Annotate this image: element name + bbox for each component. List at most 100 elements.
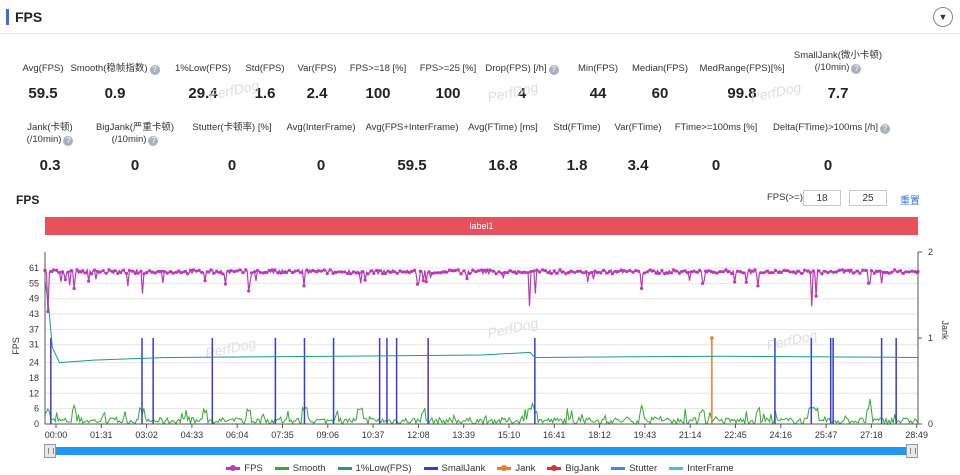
fps-point <box>747 268 751 272</box>
fps-point <box>779 270 783 275</box>
low1-series-line <box>44 280 919 364</box>
fps-point <box>840 268 844 272</box>
fps-point <box>506 270 510 275</box>
legend-item[interactable]: FPS <box>226 461 263 475</box>
fps-point <box>229 268 233 273</box>
legend-swatch <box>497 464 512 471</box>
x-tick-label: 25:47 <box>815 430 838 440</box>
collapse-icon[interactable]: ▼ <box>933 7 953 27</box>
fps-point <box>177 269 181 273</box>
legend-label: BigJank <box>565 462 600 474</box>
fps-point <box>180 271 184 275</box>
fps-point <box>785 268 789 273</box>
y-tick-label: 18 <box>29 373 39 383</box>
fps-point <box>127 268 131 273</box>
fps-point <box>581 271 585 275</box>
fps-point <box>363 278 367 282</box>
stat-label: FPS>=18 [%] <box>349 63 407 74</box>
stat-value: 60 <box>651 85 669 102</box>
fps-point <box>453 268 457 273</box>
stat-item: Avg(InterFrame) 0 <box>266 122 376 174</box>
fps-point <box>622 268 626 273</box>
legend-item[interactable]: Stutter <box>611 461 657 475</box>
fps-point <box>826 270 830 275</box>
fps-point <box>657 271 661 276</box>
fps-point <box>57 270 62 275</box>
help-icon[interactable]: ? <box>149 65 160 75</box>
stat-item: BigJank(严重卡顿) (/10min)? 0 <box>80 122 190 174</box>
fps-point <box>913 270 917 274</box>
help-icon[interactable]: ? <box>148 136 159 146</box>
stat-item: Jank(卡顿) (/10min)? 0.3 <box>0 122 105 174</box>
legend-label: FPS <box>244 462 263 474</box>
y-right-tick-label: 2 <box>928 247 933 257</box>
fps-point <box>797 269 801 273</box>
help-icon[interactable]: ? <box>851 64 862 74</box>
fps-point <box>802 268 807 272</box>
fps-point <box>346 271 350 276</box>
stat-item: Smooth(稳帧指数)? 0.9 <box>60 63 170 102</box>
fps-point <box>910 269 914 273</box>
fps-point <box>78 269 82 274</box>
fps-point <box>183 269 187 274</box>
fps-point <box>436 271 440 275</box>
fps-point <box>412 268 417 272</box>
timeline-scrollbar[interactable] <box>44 444 918 458</box>
smooth-series-line <box>44 398 919 426</box>
fps-point <box>226 269 230 273</box>
fps-point <box>328 268 332 272</box>
fps-point <box>191 268 196 272</box>
legend-item[interactable]: 1%Low(FPS) <box>337 461 412 475</box>
fps-point <box>69 269 73 273</box>
y-tick-label: 6 <box>34 404 39 414</box>
fps-point <box>296 269 300 273</box>
threshold-high-input[interactable] <box>849 190 887 206</box>
fps-point <box>389 270 393 274</box>
fps-point <box>450 268 454 273</box>
legend-swatch <box>669 466 684 470</box>
x-tick-label: 01:31 <box>90 430 113 440</box>
fps-point <box>875 269 879 274</box>
threshold-low-input[interactable] <box>803 190 841 206</box>
x-tick-label: 00:00 <box>45 430 68 440</box>
y-tick-label: 55 <box>29 278 39 288</box>
legend-item[interactable]: Jank <box>497 461 535 475</box>
fps-point <box>369 269 373 273</box>
fps-point <box>762 271 766 275</box>
fps-point <box>864 268 868 273</box>
legend-item[interactable]: BigJank <box>547 461 599 475</box>
help-icon[interactable]: ? <box>63 136 74 146</box>
x-tick-label: 04:33 <box>181 430 204 440</box>
scrollbar-right-handle[interactable] <box>906 444 918 458</box>
fps-point <box>168 270 172 274</box>
fps-point <box>767 271 772 275</box>
stat-item: Stutter(卡顿率) [%] 0 <box>177 122 287 174</box>
fps-point <box>264 270 268 275</box>
scrollbar-track[interactable] <box>52 447 910 455</box>
fps-point <box>584 270 588 274</box>
fps-point <box>133 271 137 276</box>
fps-point <box>599 271 603 275</box>
fps-point <box>555 271 559 275</box>
legend-item[interactable]: Smooth <box>274 461 326 475</box>
label-bar[interactable]: label1 <box>45 217 918 235</box>
fps-point <box>709 270 713 274</box>
legend-item[interactable]: InterFrame <box>669 461 734 475</box>
fps-point <box>380 272 385 276</box>
help-icon[interactable]: ? <box>548 65 559 75</box>
fps-point <box>410 269 414 273</box>
reset-link[interactable]: 重置 <box>900 196 920 207</box>
fps-point <box>273 268 277 272</box>
legend-item[interactable]: SmallJank <box>423 461 485 475</box>
fps-point <box>130 269 134 273</box>
fps-point <box>587 271 591 276</box>
help-icon[interactable]: ? <box>879 124 890 134</box>
stat-value: 3.4 <box>627 157 649 174</box>
stat-value: 0 <box>823 157 833 174</box>
fps-point <box>634 268 638 273</box>
fps-point <box>811 269 815 273</box>
scrollbar-left-handle[interactable] <box>44 444 56 458</box>
fps-point <box>846 268 850 272</box>
fps-point <box>855 269 859 273</box>
